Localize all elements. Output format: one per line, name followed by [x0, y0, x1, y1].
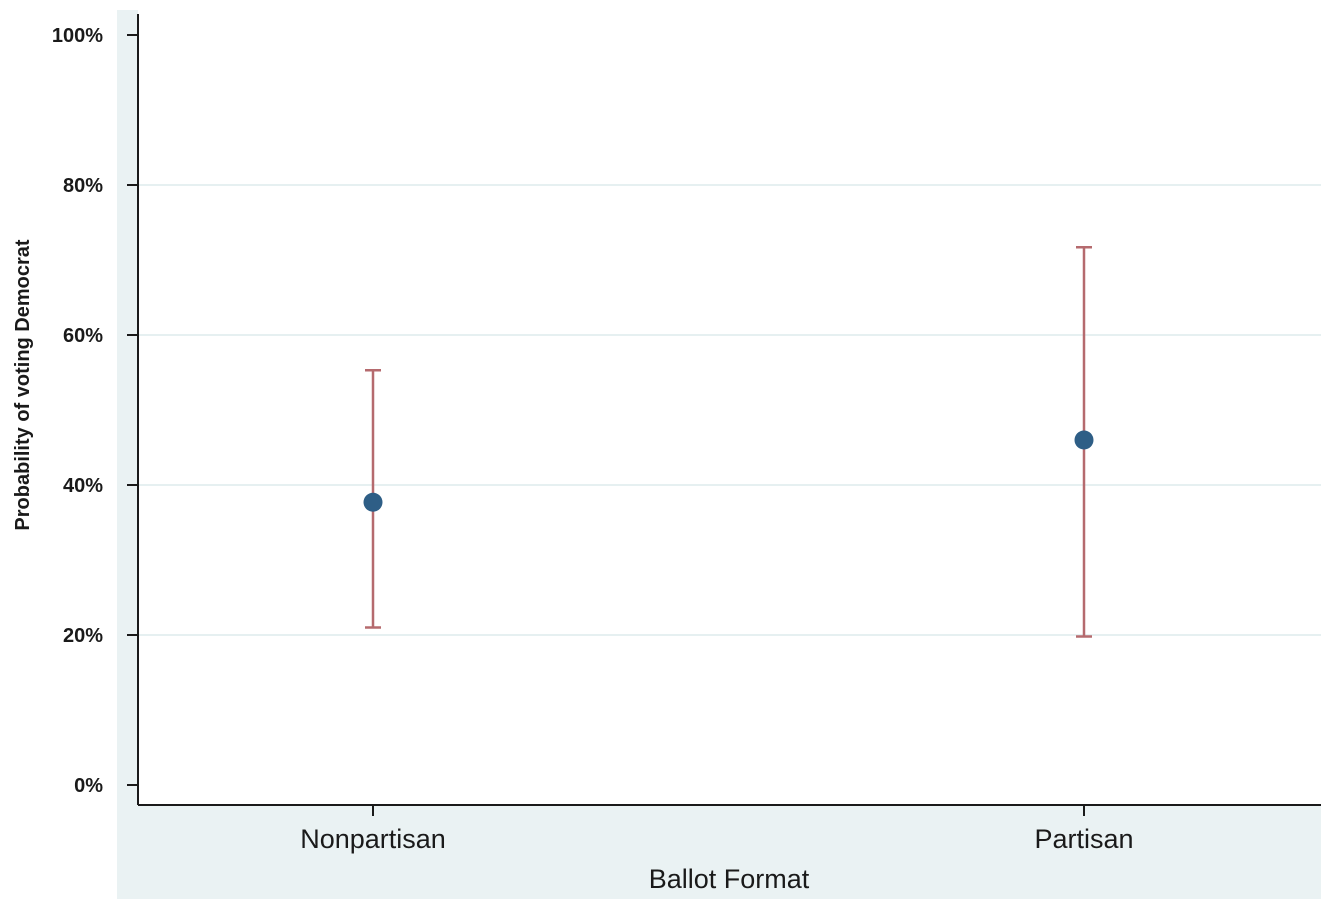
y-tick-label: 80%	[63, 175, 103, 197]
data-point	[1074, 430, 1094, 450]
gridlines	[139, 184, 1321, 636]
x-tick-label: Nonpartisan	[300, 824, 446, 854]
y-tick-label: 0%	[74, 775, 103, 797]
x-ticks: Nonpartisan Partisan	[300, 805, 1134, 854]
y-axis-title: Probability of voting Democrat	[12, 239, 34, 530]
y-tick-label: 40%	[63, 475, 103, 497]
x-axis-title: Ballot Format	[649, 864, 810, 894]
y-tick-label: 60%	[63, 325, 103, 347]
data-point	[363, 492, 383, 512]
y-ticks: 0% 20% 40% 60% 80% 100%	[52, 25, 138, 797]
x-tick-label: Partisan	[1034, 824, 1133, 854]
plot-area	[138, 10, 1321, 805]
data-points	[363, 430, 1094, 512]
y-tick-label: 100%	[52, 25, 103, 47]
y-tick-label: 20%	[63, 625, 103, 647]
